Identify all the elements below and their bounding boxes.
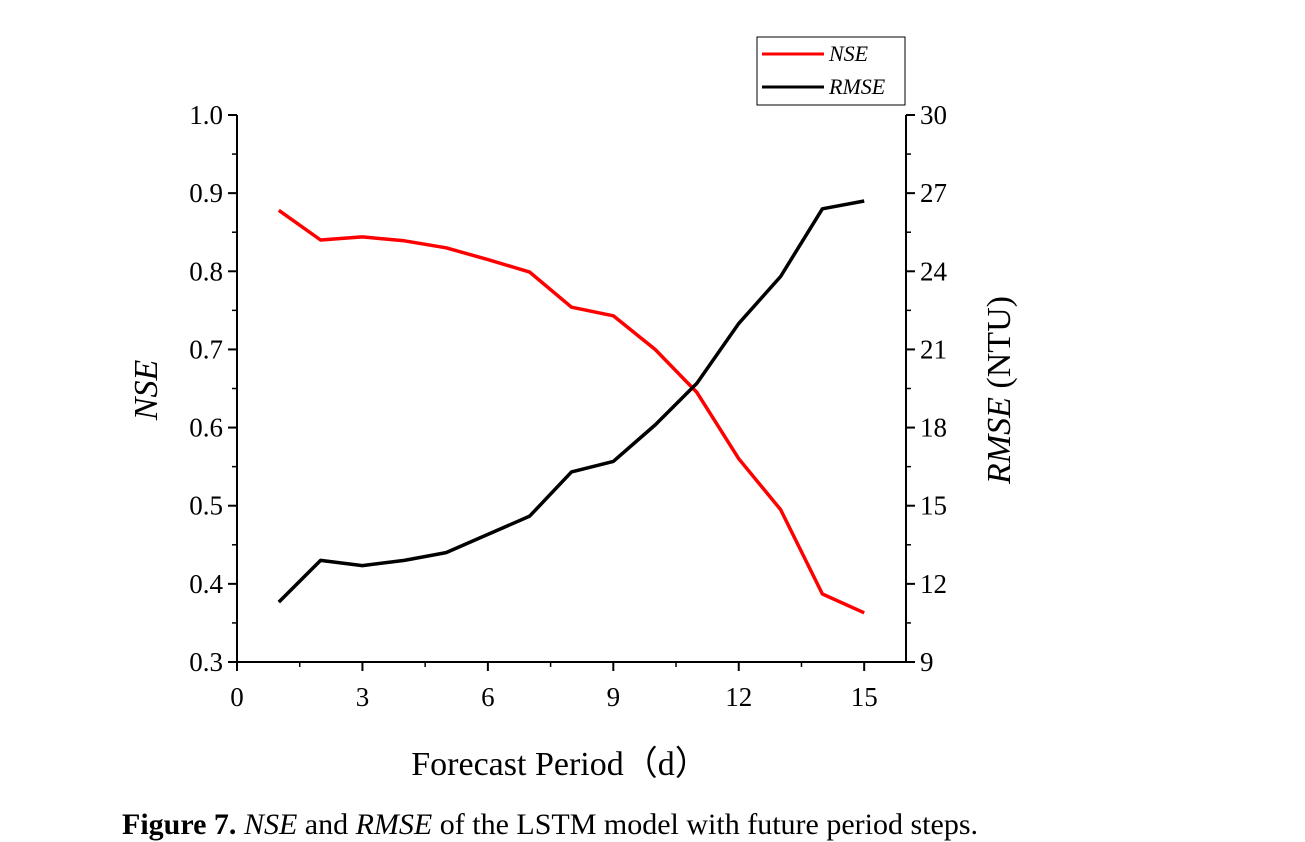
y-left-tick-label: 0.4: [189, 569, 223, 599]
legend-label-rmse: RMSE: [828, 74, 886, 99]
y-left-tick-label: 0.8: [189, 256, 223, 286]
caption-nse: NSE: [243, 808, 298, 841]
series-layer: [277, 199, 865, 615]
y-left-tick-label: 0.5: [189, 491, 223, 521]
y-right-tick-label: 9: [920, 647, 934, 677]
x-tick-label: 6: [481, 682, 495, 712]
caption-and: and: [304, 808, 349, 841]
tick-labels-layer: 0 3 6 9 12 15 0.3 0.4 0.5 0.6 0.7 0.8 0.9 1.0 9 12 15 18 2…: [189, 100, 947, 712]
legend-box: [756, 36, 906, 106]
series-line-nse: [277, 208, 865, 615]
caption-prefix: Figure 7.: [122, 808, 237, 841]
x-tick-label: 12: [725, 682, 752, 712]
x-axis-title: Forecast Period（d）: [411, 745, 708, 783]
y-right-tick-label: 12: [920, 569, 947, 599]
axes-layer: [228, 114, 915, 671]
legend-label-nse: NSE: [828, 41, 869, 66]
y-axis-title-left: NSE: [128, 360, 165, 422]
x-tick-label: 9: [607, 682, 621, 712]
y-left-tick-label: 1.0: [189, 100, 223, 130]
x-tick-label: 3: [356, 682, 370, 712]
y-axis-title-right: RMSE (NTU): [981, 296, 1018, 485]
y-axis-title-right-italic: RMSE: [981, 397, 1018, 485]
y-right-tick-label: 30: [920, 100, 947, 130]
y-left-tick-label: 0.6: [189, 413, 223, 443]
y-left-tick-label: 0.9: [189, 178, 223, 208]
y-right-tick-label: 27: [920, 178, 947, 208]
y-right-tick-label: 24: [920, 256, 948, 286]
y-left-tick-label: 0.7: [189, 334, 223, 364]
y-right-tick-label: 21: [920, 334, 947, 364]
caption-rest: of the LSTM model with future period ste…: [439, 808, 978, 841]
y-right-tick-label: 18: [920, 413, 947, 443]
legend: NSE RMSE: [756, 36, 906, 106]
figure-caption: Figure 7. NSE and RMSE of the LSTM model…: [122, 808, 978, 842]
series-line-rmse: [277, 199, 865, 604]
caption-rmse: RMSE: [355, 808, 433, 841]
y-axis-title-right-unit: (NTU): [981, 296, 1018, 397]
y-left-tick-label: 0.3: [189, 647, 223, 677]
x-tick-label: 15: [851, 682, 878, 712]
x-tick-label: 0: [230, 682, 244, 712]
y-right-tick-label: 15: [920, 491, 947, 521]
